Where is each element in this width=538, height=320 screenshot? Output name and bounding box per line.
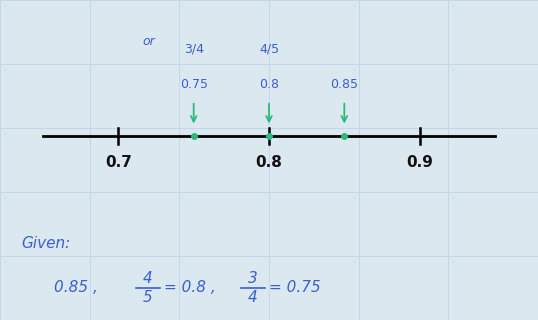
Text: 3/4: 3/4 <box>183 43 204 56</box>
Text: 4: 4 <box>143 271 153 286</box>
Text: 0.85: 0.85 <box>330 78 358 91</box>
Text: Given:: Given: <box>22 236 71 251</box>
Text: 0.7: 0.7 <box>105 155 132 170</box>
Text: or: or <box>143 35 155 48</box>
Text: 3: 3 <box>248 271 258 286</box>
Text: 0.85 ,: 0.85 , <box>54 281 98 295</box>
Text: 4: 4 <box>248 290 258 305</box>
Text: 0.9: 0.9 <box>406 155 433 170</box>
Text: 4/5: 4/5 <box>259 43 279 56</box>
Text: 0.75: 0.75 <box>180 78 208 91</box>
Text: = 0.8 ,: = 0.8 , <box>164 281 216 295</box>
Text: 5: 5 <box>143 290 153 305</box>
Text: = 0.75: = 0.75 <box>269 281 321 295</box>
Text: 0.8: 0.8 <box>256 155 282 170</box>
Text: 0.8: 0.8 <box>259 78 279 91</box>
